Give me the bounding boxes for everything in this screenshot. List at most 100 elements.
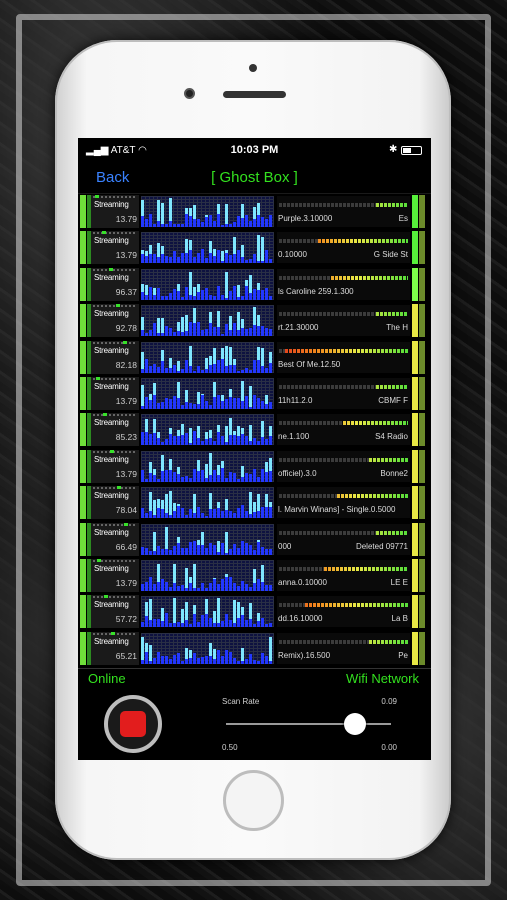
spectrum-bar — [145, 547, 148, 555]
spectrum-peak — [221, 460, 224, 468]
spectrum-bar — [213, 623, 216, 628]
spectrum-bar — [173, 364, 176, 373]
spectrum-bar — [157, 619, 160, 628]
back-button[interactable]: Back — [96, 169, 130, 186]
spectrum-peak — [221, 251, 224, 262]
spectrum-bar — [209, 655, 212, 664]
station-row[interactable]: Streaming 13.79 0.10000 G Side St — [80, 230, 429, 266]
spectrum-peak — [157, 243, 160, 258]
spectrum-bar — [209, 583, 212, 591]
station-row[interactable]: Streaming 13.79 Purple.3.10000 Es — [80, 194, 429, 229]
station-row[interactable]: Streaming 85.23 ne.1.100 S4 Radio — [80, 412, 429, 448]
station-row[interactable]: Streaming 57.72 dd.16.10000 La B — [80, 594, 429, 630]
station-list[interactable]: Streaming 13.79 Purple.3.10000 Es Streaming 1… — [78, 194, 431, 670]
right-indicator — [412, 595, 418, 629]
spectrum-bar — [225, 510, 228, 519]
right-indicator-outer — [419, 631, 425, 665]
spectrum-bar — [237, 547, 240, 555]
spectrum-bar — [249, 259, 252, 264]
signal-marker — [116, 304, 120, 308]
spectrum-bar — [173, 583, 176, 591]
spectrum-peak — [201, 394, 204, 395]
spectrum-bars — [141, 636, 272, 664]
signal-dots — [93, 596, 137, 599]
spectrum-bar — [197, 588, 200, 591]
spectrum-bar — [161, 621, 164, 628]
home-button[interactable] — [223, 770, 284, 831]
spectrum-peak — [205, 432, 208, 440]
spectrum-bar — [261, 261, 264, 264]
spectrum-bar — [249, 473, 252, 482]
spectrum-peak — [205, 599, 208, 615]
spectrum-display — [141, 268, 274, 300]
control-panel: Online Wifi Network Scan Rate 0.09 0.50 … — [78, 668, 431, 760]
track-title: ls Caroline 259.1.300 — [278, 286, 354, 296]
scan-rate-slider[interactable] — [226, 723, 391, 725]
track-info: rt.21.30000 The H — [277, 323, 408, 335]
spectrum-display — [141, 232, 274, 264]
slider-thumb[interactable] — [343, 713, 366, 735]
spectrum-bar — [257, 359, 260, 373]
spectrum-bar — [233, 623, 236, 628]
spectrum-bar — [149, 472, 152, 482]
right-indicator — [412, 631, 418, 665]
spectrum-bar — [161, 402, 164, 409]
spectrum-bar — [145, 616, 148, 628]
spectrum-peak — [177, 536, 180, 543]
left-indicator-inner — [87, 595, 91, 629]
left-indicator-inner — [87, 413, 91, 447]
track-title: Best Of Me.12.50 — [278, 359, 341, 369]
spectrum-bar — [229, 224, 232, 227]
spectrum-peak — [249, 425, 252, 442]
station-row[interactable]: Streaming 92.78 rt.21.30000 The H — [80, 303, 429, 339]
station-row[interactable]: Streaming 96.37 ls Caroline 259.1.300 — [80, 266, 429, 302]
level-meter: l. Marvin Winans] - Single.0.5000 — [277, 487, 410, 519]
spectrum-bar — [269, 436, 272, 446]
station-row[interactable]: Streaming 13.79 officiel).3.0 Bonne2 — [80, 448, 429, 484]
spectrum-bar — [261, 437, 264, 446]
station-row[interactable]: Streaming 66.49 000 Deleted 09771 — [80, 521, 429, 557]
station-row[interactable]: Streaming 13.79 11h11.2.0 CBMF F — [80, 376, 429, 411]
station-row[interactable]: Streaming 65.21 Remix).16.500 Pe — [80, 630, 429, 666]
spectrum-peak — [249, 386, 252, 407]
spectrum-bar — [153, 395, 156, 409]
left-indicator — [80, 340, 86, 374]
spectrum-peak — [169, 357, 172, 368]
spectrum-bar — [229, 435, 232, 446]
stream-value: 13.79 — [115, 214, 137, 224]
station-row[interactable]: Streaming 82.18 Best Of Me.12.50 — [80, 339, 429, 375]
spectrum-bar — [205, 547, 208, 555]
spectrum-bar — [269, 585, 272, 591]
spectrum-bar — [165, 367, 168, 373]
spectrum-peak — [217, 464, 220, 475]
spectrum-peak — [261, 421, 264, 438]
spectrum-bar — [181, 253, 184, 264]
spectrum-bar — [153, 584, 156, 591]
signal-marker — [110, 449, 114, 453]
spectrum-bar — [189, 509, 192, 519]
station-info: Streaming 65.21 — [91, 631, 139, 665]
spectrum-bar — [197, 322, 200, 337]
spectrum-peak — [173, 564, 176, 583]
station-row[interactable]: Streaming 13.79 anna.0.10000 LE E — [80, 558, 429, 593]
station-row[interactable]: Streaming 78.04 l. Marvin Winans] - Single… — [80, 485, 429, 521]
spectrum-bar — [217, 551, 220, 555]
spectrum-bar — [153, 550, 156, 555]
meter-track — [279, 203, 408, 207]
spectrum-bar — [149, 254, 152, 264]
signal-dots — [93, 232, 137, 235]
spectrum-peak — [257, 203, 260, 215]
signal-marker — [111, 631, 115, 635]
spectrum-peak — [265, 395, 268, 404]
spectrum-bar — [185, 359, 188, 373]
record-stop-button[interactable] — [104, 695, 162, 753]
meter-fill — [343, 421, 408, 426]
signal-dots — [93, 196, 137, 198]
spectrum-peak — [245, 279, 248, 286]
spectrum-bar — [269, 259, 272, 264]
right-indicator-outer — [419, 340, 425, 374]
spectrum-bar — [221, 542, 224, 555]
spectrum-bar — [261, 582, 264, 591]
spectrum-bar — [253, 254, 256, 264]
spectrum-bar — [149, 214, 152, 227]
